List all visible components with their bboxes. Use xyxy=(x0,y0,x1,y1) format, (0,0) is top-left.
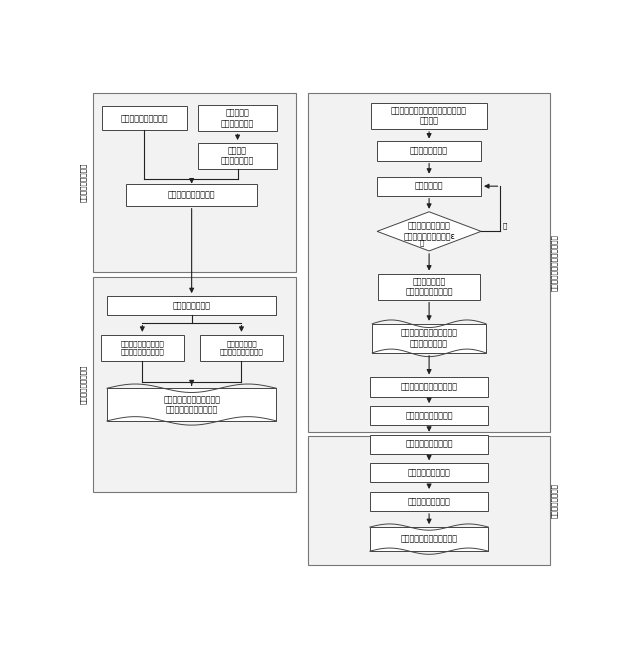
Text: 得出断高修复后的变形监测
点间的高差观测值: 得出断高修复后的变形监测 点间的高差观测值 xyxy=(401,329,457,348)
Text: 是: 是 xyxy=(420,239,424,246)
FancyBboxPatch shape xyxy=(308,93,550,432)
Text: 确定计算模型初值: 确定计算模型初值 xyxy=(410,147,448,156)
FancyBboxPatch shape xyxy=(107,388,276,421)
Text: 计算相邻结构的差异性变形: 计算相邻结构的差异性变形 xyxy=(401,383,457,391)
Text: 普查与布设全线基准点: 普查与布设全线基准点 xyxy=(120,114,168,123)
Text: 迭代滤波处理: 迭代滤波处理 xyxy=(415,182,443,190)
Text: 建立高斯卡尔曼迭代滤波和精度评定
计算模型: 建立高斯卡尔曼迭代滤波和精度评定 计算模型 xyxy=(391,106,467,126)
FancyBboxPatch shape xyxy=(308,436,550,565)
FancyBboxPatch shape xyxy=(370,406,489,425)
Text: 计算线路本期坡加坡度: 计算线路本期坡加坡度 xyxy=(406,411,453,420)
FancyBboxPatch shape xyxy=(107,296,276,315)
FancyBboxPatch shape xyxy=(200,334,283,361)
Text: 特殊地段
布设特征断面点: 特殊地段 布设特征断面点 xyxy=(221,146,254,166)
FancyBboxPatch shape xyxy=(370,435,489,454)
Text: 普查与布设
全线变形监测点: 普查与布设 全线变形监测点 xyxy=(221,109,254,128)
FancyBboxPatch shape xyxy=(373,324,486,353)
Text: 高斯卡尔曼迭代滤波处理阶段: 高斯卡尔曼迭代滤波处理阶段 xyxy=(550,234,557,291)
FancyBboxPatch shape xyxy=(377,141,481,160)
FancyBboxPatch shape xyxy=(371,103,487,129)
FancyBboxPatch shape xyxy=(378,274,480,300)
FancyBboxPatch shape xyxy=(198,106,278,132)
Text: 分配高差不符值
（消除断高突变误差）: 分配高差不符值 （消除断高突变误差） xyxy=(406,277,453,296)
Text: 数据处理结果阶段: 数据处理结果阶段 xyxy=(550,483,557,518)
Text: 否: 否 xyxy=(503,222,507,229)
FancyBboxPatch shape xyxy=(126,184,257,206)
FancyBboxPatch shape xyxy=(198,143,278,169)
Text: 计算线路累积坡度差: 计算线路累积坡度差 xyxy=(407,497,451,506)
Text: 计算线路累积坡加坡度: 计算线路累积坡加坡度 xyxy=(406,439,453,449)
FancyBboxPatch shape xyxy=(102,106,187,130)
FancyBboxPatch shape xyxy=(370,492,489,511)
Text: 观测网建设阶段布设: 观测网建设阶段布设 xyxy=(80,163,87,202)
FancyBboxPatch shape xyxy=(370,378,489,396)
Text: 基准点网外业观测: 基准点网外业观测 xyxy=(173,301,211,310)
Text: 桥梁、隧道地段
变形监测点网外业观测: 桥梁、隧道地段 变形监测点网外业观测 xyxy=(220,341,263,355)
FancyBboxPatch shape xyxy=(92,276,296,492)
Text: 计算线路本期坡度差: 计算线路本期坡度差 xyxy=(407,468,451,477)
FancyBboxPatch shape xyxy=(92,93,296,271)
Text: 补设丢失或破损的桩橛: 补设丢失或破损的桩橛 xyxy=(168,190,215,200)
Polygon shape xyxy=(377,212,481,251)
Text: 路基、涵洞及过渡地段
变形监测点网外业观测: 路基、涵洞及过渡地段 变形监测点网外业观测 xyxy=(120,341,164,355)
Text: 计算得到变形监测点的高程
及其相邻监测点间的高差: 计算得到变形监测点的高程 及其相邻监测点间的高差 xyxy=(163,395,220,414)
FancyBboxPatch shape xyxy=(370,464,489,482)
FancyBboxPatch shape xyxy=(377,177,481,196)
Text: 得出结构变形数据处理结论: 得出结构变形数据处理结论 xyxy=(401,535,457,544)
Text: 监测网观测阶段处理: 监测网观测阶段处理 xyxy=(80,364,87,404)
Text: 两次迭代高差估计值
是否小于一非常小正数ε: 两次迭代高差估计值 是否小于一非常小正数ε xyxy=(403,222,455,241)
FancyBboxPatch shape xyxy=(100,334,184,361)
FancyBboxPatch shape xyxy=(370,527,489,551)
